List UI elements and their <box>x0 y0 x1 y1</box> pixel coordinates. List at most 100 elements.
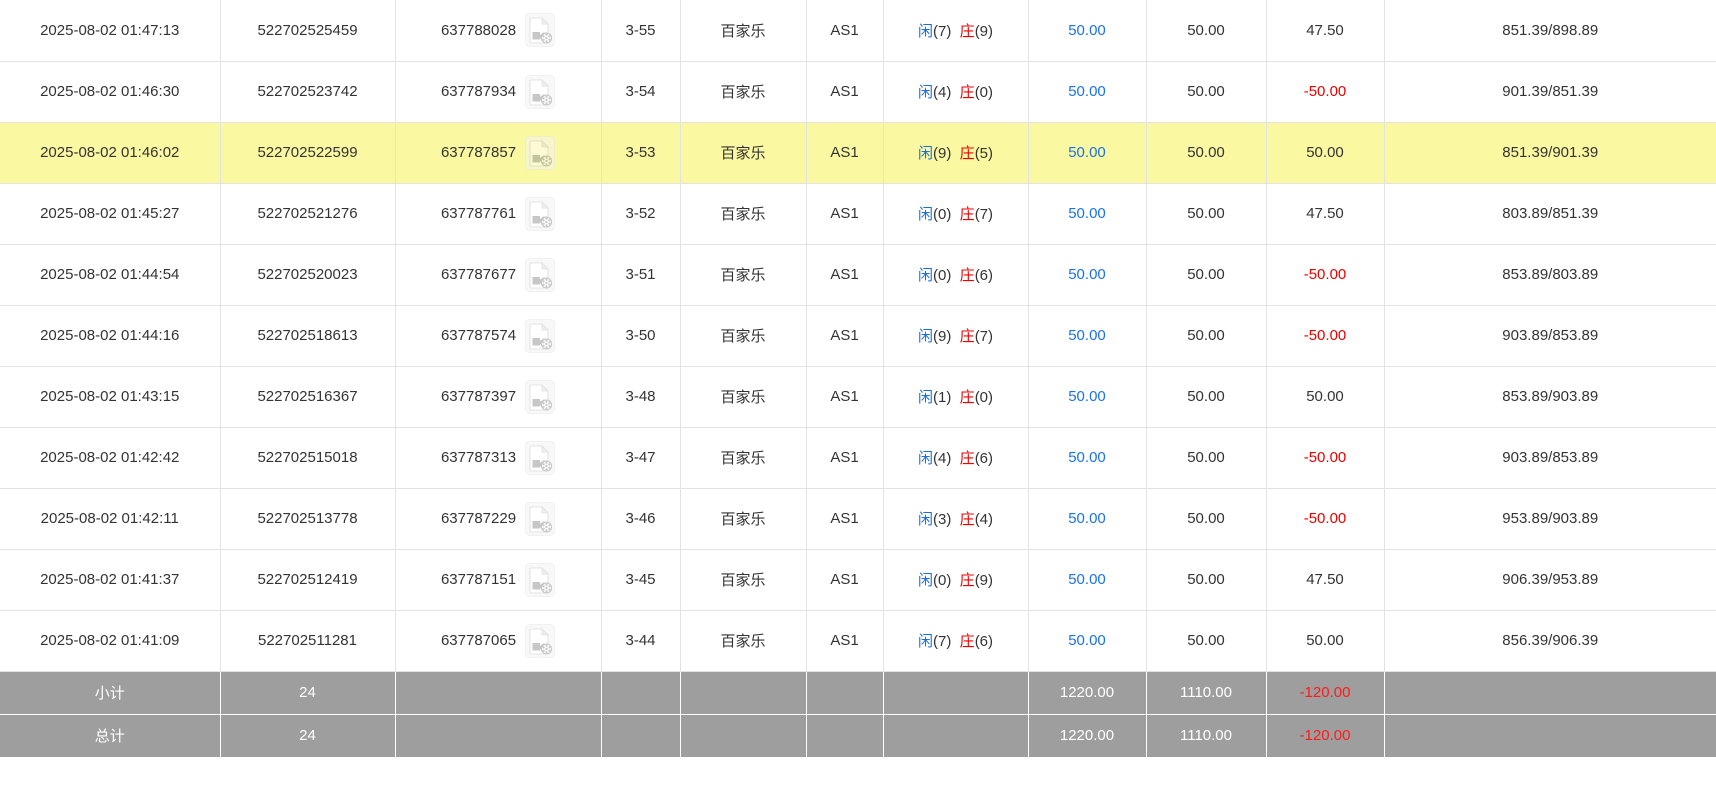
stake-amount-cell[interactable]: 50.00 <box>1028 61 1147 123</box>
video-record-icon[interactable] <box>525 318 556 353</box>
stake-amount: 50.00 <box>1068 144 1106 161</box>
win-loss-amount-cell: -50.00 <box>1266 305 1385 367</box>
balance-cell: 953.89/903.89 <box>1384 488 1716 550</box>
table-row[interactable]: 2025-08-02 01:41:37 522702512419 6377871… <box>0 549 1716 611</box>
bet-time-cell: 2025-08-02 01:41:37 <box>0 549 221 611</box>
stake-amount-cell[interactable]: 50.00 <box>1028 610 1147 672</box>
stake-amount-cell[interactable]: 50.00 <box>1028 488 1147 550</box>
game-name-cell: 百家乐 <box>680 61 807 123</box>
shoe-round-cell: 3-47 <box>601 427 681 489</box>
balance-before-after: 851.39/898.89 <box>1502 21 1599 39</box>
player-score: (4) <box>932 84 952 101</box>
table-row[interactable]: 2025-08-02 01:44:16 522702518613 6377875… <box>0 305 1716 367</box>
win-loss-amount: -50.00 <box>1303 510 1347 527</box>
win-loss-amount-cell: 47.50 <box>1266 549 1385 611</box>
video-record-icon[interactable] <box>525 440 556 475</box>
game-name: 百家乐 <box>720 267 766 284</box>
stake-amount-cell[interactable]: 50.00 <box>1028 244 1147 306</box>
table-id-cell: AS1 <box>806 183 884 245</box>
table-id: AS1 <box>830 449 859 466</box>
video-record-icon[interactable] <box>525 135 556 170</box>
stake-amount: 50.00 <box>1068 21 1106 39</box>
bet-id-cell: 522702518613 <box>220 305 396 367</box>
bet-id: 522702515018 <box>257 449 358 466</box>
stake-amount-cell[interactable]: 50.00 <box>1028 183 1147 245</box>
bet-history-table: 2025-08-02 01:47:13 522702525459 6377880… <box>0 0 1716 758</box>
bet-result-cell: 闲(9) 庄(5) <box>883 122 1029 184</box>
summary-stake: 1220.00 <box>1028 671 1147 715</box>
bet-time-cell: 2025-08-02 01:44:16 <box>0 305 221 367</box>
table-row[interactable]: 2025-08-02 01:42:42 522702515018 6377873… <box>0 427 1716 489</box>
stake-amount: 50.00 <box>1068 83 1106 100</box>
banker-label: 庄 <box>959 450 975 467</box>
video-record-icon[interactable] <box>525 13 556 48</box>
balance-before-after: 953.89/903.89 <box>1502 510 1599 527</box>
table-id-cell: AS1 <box>806 549 884 611</box>
bet-id: 522702512419 <box>257 571 358 588</box>
bet-id-cell: 522702511281 <box>220 610 396 672</box>
stake-amount: 50.00 <box>1068 571 1106 588</box>
stake-amount-cell[interactable]: 50.00 <box>1028 305 1147 367</box>
game-name: 百家乐 <box>720 450 766 467</box>
shoe-round-cell: 3-55 <box>601 0 681 62</box>
win-loss-amount-cell: -50.00 <box>1266 488 1385 550</box>
shoe-round-cell: 3-48 <box>601 366 681 428</box>
table-row[interactable]: 2025-08-02 01:41:09 522702511281 6377870… <box>0 610 1716 672</box>
round-id-cell: 637787065 <box>395 610 602 672</box>
video-record-icon[interactable] <box>525 501 556 536</box>
video-record-icon[interactable] <box>525 562 556 597</box>
game-name-cell: 百家乐 <box>680 305 807 367</box>
banker-label: 庄 <box>959 206 975 223</box>
table-row[interactable]: 2025-08-02 01:45:27 522702521276 6377877… <box>0 183 1716 245</box>
player-score: (7) <box>932 22 952 40</box>
stake-amount-cell[interactable]: 50.00 <box>1028 366 1147 428</box>
table-row[interactable]: 2025-08-02 01:46:02 522702522599 6377878… <box>0 122 1716 184</box>
video-record-icon[interactable] <box>525 623 556 658</box>
banker-score: (6) <box>974 267 994 284</box>
table-row[interactable]: 2025-08-02 01:46:30 522702523742 6377879… <box>0 61 1716 123</box>
round-id-cell: 637787313 <box>395 427 602 489</box>
valid-amount: 50.00 <box>1187 388 1225 405</box>
stake-amount: 50.00 <box>1068 449 1106 466</box>
valid-amount: 50.00 <box>1187 266 1225 283</box>
banker-score: (0) <box>974 389 994 406</box>
stake-amount-cell[interactable]: 50.00 <box>1028 0 1147 62</box>
table-id-cell: AS1 <box>806 0 884 62</box>
stake-amount-cell[interactable]: 50.00 <box>1028 549 1147 611</box>
player-label: 闲 <box>917 267 933 284</box>
bet-time-cell: 2025-08-02 01:42:42 <box>0 427 221 489</box>
banker-label: 庄 <box>959 84 975 101</box>
video-record-icon[interactable] <box>525 379 556 414</box>
win-loss-amount: -50.00 <box>1303 266 1347 283</box>
balance-before-after: 901.39/851.39 <box>1502 83 1599 100</box>
video-record-icon[interactable] <box>525 257 556 292</box>
balance-cell: 853.89/903.89 <box>1384 366 1716 428</box>
table-row[interactable]: 2025-08-02 01:47:13 522702525459 6377880… <box>0 0 1716 62</box>
bet-time-cell: 2025-08-02 01:46:02 <box>0 122 221 184</box>
player-score: (0) <box>932 267 952 284</box>
stake-amount-cell[interactable]: 50.00 <box>1028 122 1147 184</box>
balance-cell: 803.89/851.39 <box>1384 183 1716 245</box>
round-id: 637787574 <box>440 327 517 344</box>
bet-time-cell: 2025-08-02 01:43:15 <box>0 366 221 428</box>
stake-amount-cell[interactable]: 50.00 <box>1028 427 1147 489</box>
table-id: AS1 <box>830 388 859 405</box>
video-record-icon[interactable] <box>525 74 556 109</box>
banker-label: 庄 <box>959 389 975 406</box>
banker-score: (9) <box>974 22 994 40</box>
shoe-round: 3-54 <box>625 83 656 100</box>
table-row[interactable]: 2025-08-02 01:43:15 522702516367 6377873… <box>0 366 1716 428</box>
table-id: AS1 <box>830 266 859 283</box>
table-row[interactable]: 2025-08-02 01:44:54 522702520023 6377876… <box>0 244 1716 306</box>
summary-label: 小计 <box>0 671 221 715</box>
table-row[interactable]: 2025-08-02 01:42:11 522702513778 6377872… <box>0 488 1716 550</box>
bet-id-cell: 522702516367 <box>220 366 396 428</box>
bet-time: 2025-08-02 01:45:27 <box>40 205 180 222</box>
video-record-icon[interactable] <box>525 196 556 231</box>
table-id: AS1 <box>830 510 859 527</box>
player-score: (4) <box>932 450 952 467</box>
game-name-cell: 百家乐 <box>680 122 807 184</box>
summary-blank-table <box>806 714 884 758</box>
bet-id-cell: 522702520023 <box>220 244 396 306</box>
bet-result-cell: 闲(0) 庄(7) <box>883 183 1029 245</box>
